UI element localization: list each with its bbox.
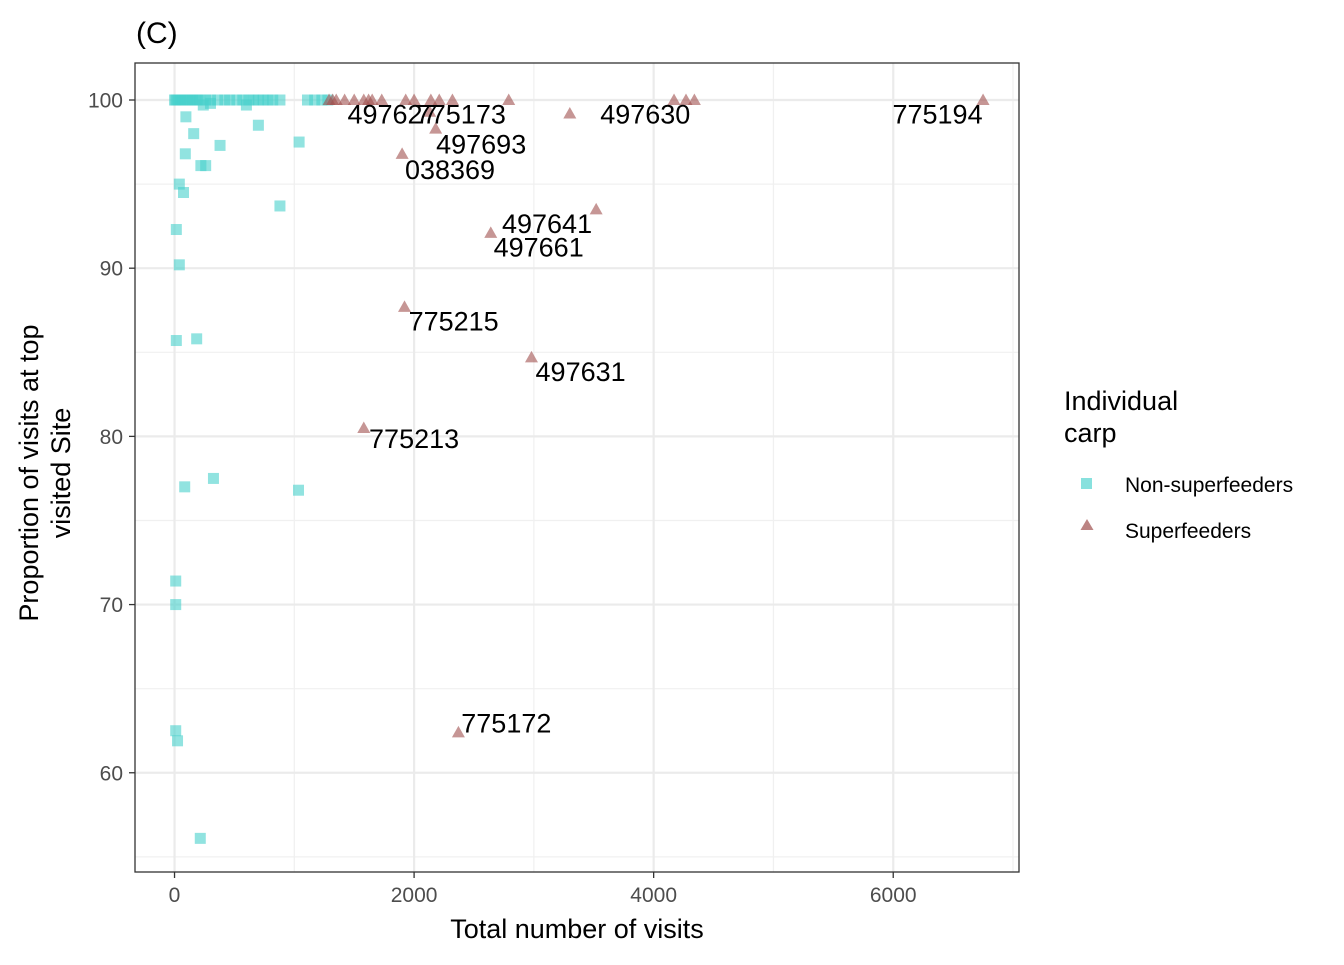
legend-label-superfeeders: Superfeeders [1125, 520, 1251, 543]
data-point-superfeeders [445, 93, 459, 106]
data-point-superfeeders [407, 93, 421, 106]
y-tick-label: 60 [100, 762, 123, 785]
data-point-non-superfeeders [188, 128, 200, 140]
data-point-non-superfeeders [224, 94, 236, 106]
data-point-non-superfeeders [178, 187, 190, 199]
data-point-superfeeders [399, 93, 413, 106]
data-point-superfeeders [398, 300, 412, 312]
data-point-non-superfeeders [179, 481, 191, 493]
x-axis-label: Total number of visits [450, 914, 704, 944]
data-point-superfeeders [432, 93, 446, 106]
data-point-superfeeders [365, 93, 379, 106]
point-label: 775172 [461, 708, 551, 738]
data-point-superfeeders [338, 93, 352, 106]
data-point-non-superfeeders [231, 94, 243, 106]
data-point-non-superfeeders [204, 97, 216, 109]
data-point-non-superfeeders [180, 111, 192, 123]
y-tick-label: 70 [100, 594, 123, 617]
data-point-superfeeders [451, 725, 465, 738]
legend: Individual carp Non-superfeeders Superfe… [1064, 386, 1293, 543]
data-point-superfeeders [347, 93, 361, 106]
data-point-non-superfeeders [173, 178, 185, 190]
data-point-non-superfeeders [301, 94, 313, 106]
data-point-superfeeders [375, 93, 389, 106]
data-point-non-superfeeders [293, 484, 305, 496]
x-tick-label: 2000 [391, 884, 438, 907]
data-point-non-superfeeders [179, 148, 191, 160]
data-point-non-superfeeders [309, 94, 321, 106]
data-point-non-superfeeders [274, 200, 286, 212]
data-point-non-superfeeders [194, 832, 206, 844]
legend-label-non-superfeeders: Non-superfeeders [1125, 474, 1293, 497]
legend-key-non-superfeeders-icon [1081, 478, 1092, 489]
data-point-superfeeders [687, 93, 701, 106]
data-point-superfeeders [395, 147, 409, 159]
data-point-superfeeders [484, 226, 498, 238]
data-point-non-superfeeders [212, 94, 224, 106]
legend-title-line1: Individual [1064, 386, 1178, 416]
point-label: 775213 [369, 424, 459, 454]
data-point-non-superfeeders [200, 160, 212, 172]
data-point-superfeeders [589, 202, 603, 215]
data-point-non-superfeeders [170, 725, 182, 737]
point-label: 497631 [536, 357, 626, 387]
x-tick-label: 6000 [870, 884, 917, 907]
point-label: 775215 [409, 306, 499, 336]
point-label: 775173 [416, 99, 506, 129]
chart-title: (C) [136, 17, 178, 50]
data-point-superfeeders [502, 93, 516, 106]
data-point-non-superfeeders [214, 139, 226, 151]
data-point-superfeeders [563, 106, 577, 119]
point-label: 497627 [347, 99, 437, 129]
data-point-superfeeders [357, 421, 371, 433]
data-point-non-superfeeders [197, 99, 209, 111]
legend-key-superfeeders-icon [1080, 519, 1094, 530]
data-point-non-superfeeders [172, 735, 184, 747]
point-label: 497630 [600, 99, 690, 129]
data-point-non-superfeeders [252, 119, 264, 131]
y-axis-label-line1: Proportion of visits at top [14, 324, 44, 621]
data-point-non-superfeeders [170, 575, 182, 587]
data-point-superfeeders [524, 350, 538, 363]
point-label: 497641 [502, 209, 592, 239]
data-point-non-superfeeders [191, 333, 203, 345]
y-tick-label: 90 [100, 258, 123, 281]
data-point-superfeeders [429, 122, 443, 134]
data-point-superfeeders [679, 93, 693, 106]
data-point-non-superfeeders [170, 224, 182, 236]
data-point-non-superfeeders [240, 99, 252, 111]
point-label: 038369 [405, 155, 495, 185]
data-point-superfeeders [329, 93, 343, 106]
data-point-non-superfeeders [170, 599, 182, 611]
data-point-non-superfeeders [293, 136, 305, 148]
data-point-superfeeders [423, 105, 437, 117]
y-axis-label-line2: visited Site [46, 408, 76, 539]
data-point-superfeeders [667, 93, 681, 106]
point-label: 497693 [436, 130, 526, 160]
plot-panel-border [134, 62, 1020, 873]
data-point-superfeeders [424, 93, 438, 106]
y-tick-label: 100 [88, 90, 123, 113]
x-tick-label: 4000 [630, 884, 677, 907]
point-label: 775194 [892, 99, 982, 129]
data-point-non-superfeeders [173, 259, 185, 271]
data-point-non-superfeeders [274, 94, 286, 106]
data-point-non-superfeeders [207, 472, 219, 484]
data-point-superfeeders [976, 93, 990, 106]
legend-title-line2: carp [1064, 418, 1117, 448]
y-tick-label: 80 [100, 426, 123, 449]
data-point-non-superfeeders [267, 94, 279, 106]
data-point-non-superfeeders [316, 94, 328, 106]
data-point-non-superfeeders [170, 335, 182, 347]
point-label: 497661 [494, 232, 584, 262]
x-tick-label: 0 [169, 884, 181, 907]
